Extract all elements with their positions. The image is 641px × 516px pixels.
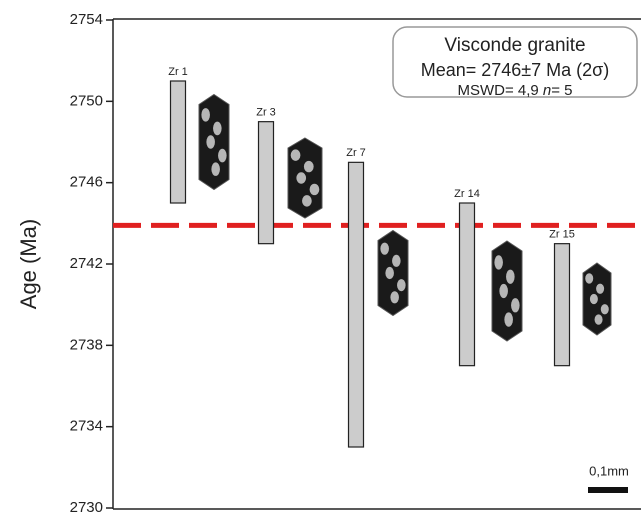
y-tick-label: 2746 (70, 174, 103, 191)
crystal-speck (590, 294, 598, 304)
crystal-speck (511, 298, 520, 312)
scale-bar (588, 487, 628, 493)
annotation-mswd: MSWD= 4,9 n= 5 (457, 82, 572, 99)
grain-label: Zr 3 (256, 107, 276, 119)
y-tick-label: 2738 (70, 336, 103, 353)
grain-label: Zr 1 (168, 66, 188, 78)
crystal-speck (213, 122, 222, 136)
crystal-speck (390, 291, 399, 303)
annotation-mean: Mean= 2746±7 Ma (2σ) (421, 60, 610, 80)
error-box (555, 244, 570, 366)
error-box (171, 81, 186, 203)
crystal-speck (211, 162, 220, 176)
crystal-speck (291, 149, 301, 160)
crystal-speck (302, 195, 312, 206)
mswd: MSWD= 4,9 (457, 82, 538, 99)
crystal-speck (397, 279, 406, 291)
y-tick-label: 2754 (70, 11, 103, 28)
crystal-speck (218, 149, 227, 163)
annotation-title: Visconde granite (444, 35, 585, 56)
chart: Age (Ma) Visconde granite Mean= 2746±7 M… (0, 0, 641, 516)
y-axis-label: Age (Ma) (16, 219, 41, 309)
error-box (349, 162, 364, 447)
error-box (460, 203, 475, 366)
crystal-speck (585, 273, 593, 283)
crystal-speck (596, 284, 604, 294)
crystal-speck (201, 108, 210, 122)
y-tick-label: 2734 (70, 418, 103, 435)
y-tick-label: 2750 (70, 92, 103, 109)
y-tick-label: 2730 (70, 499, 103, 516)
grain-label: Zr 7 (346, 147, 366, 159)
crystal-speck (385, 267, 394, 279)
crystal-speck (392, 255, 401, 267)
crystal-speck (310, 184, 320, 195)
crystal-speck (206, 135, 215, 149)
grain-label: Zr 14 (454, 188, 480, 200)
crystal-speck (494, 255, 503, 269)
crystal-speck (499, 284, 508, 298)
n-value: = 5 (551, 82, 572, 99)
crystal-speck (304, 161, 314, 172)
crystal-speck (296, 172, 306, 183)
grain-label: Zr 15 (549, 229, 575, 241)
crystal-speck (506, 270, 515, 284)
crystal-speck (601, 304, 609, 314)
crystal-speck (595, 314, 603, 324)
crystal-speck (380, 243, 389, 255)
y-tick-label: 2742 (70, 255, 103, 272)
error-box (259, 122, 274, 244)
scale-bar-label: 0,1mm (589, 463, 629, 478)
n-symbol: n (543, 82, 551, 99)
crystal-speck (504, 312, 513, 326)
